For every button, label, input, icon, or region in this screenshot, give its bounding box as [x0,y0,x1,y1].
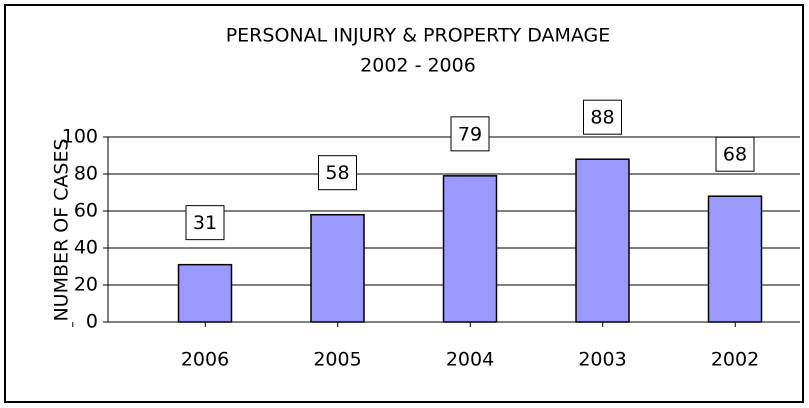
data-label: 88 [590,107,614,129]
y-tick-label: 100 [62,126,98,148]
bar [310,213,365,323]
x-tick-label: 2002 [711,349,759,371]
x-tick-label: 2006 [181,349,229,371]
chart-border [4,4,804,403]
bar [177,263,233,323]
y-tick-label: 60 [74,200,98,222]
data-label-box [185,205,225,241]
x-tick-label: 2003 [578,349,626,371]
bar [442,175,498,323]
chart-subtitle: 2002 - 2006 [360,55,476,77]
y-axis-label: NUMBER OF CASES [51,138,73,321]
data-label-box [450,116,490,152]
data-label: 68 [723,144,747,166]
y-tick-label: 0 [86,311,98,333]
data-label-box [715,136,755,172]
data-label-box [583,99,622,135]
data-label: 58 [325,162,349,184]
data-label: 79 [458,123,482,145]
x-tick-label: 2004 [446,349,494,371]
data-label-box [318,155,357,191]
data-label: 31 [193,212,217,234]
y-tick-label: 20 [74,274,98,296]
y-tick-label: 80 [74,163,98,185]
bar [575,158,630,323]
chart-title: PERSONAL INJURY & PROPERTY DAMAGE [226,25,611,47]
y-tick-label: 40 [74,237,98,259]
x-tick-label: 2005 [313,349,361,371]
bar [707,195,763,323]
